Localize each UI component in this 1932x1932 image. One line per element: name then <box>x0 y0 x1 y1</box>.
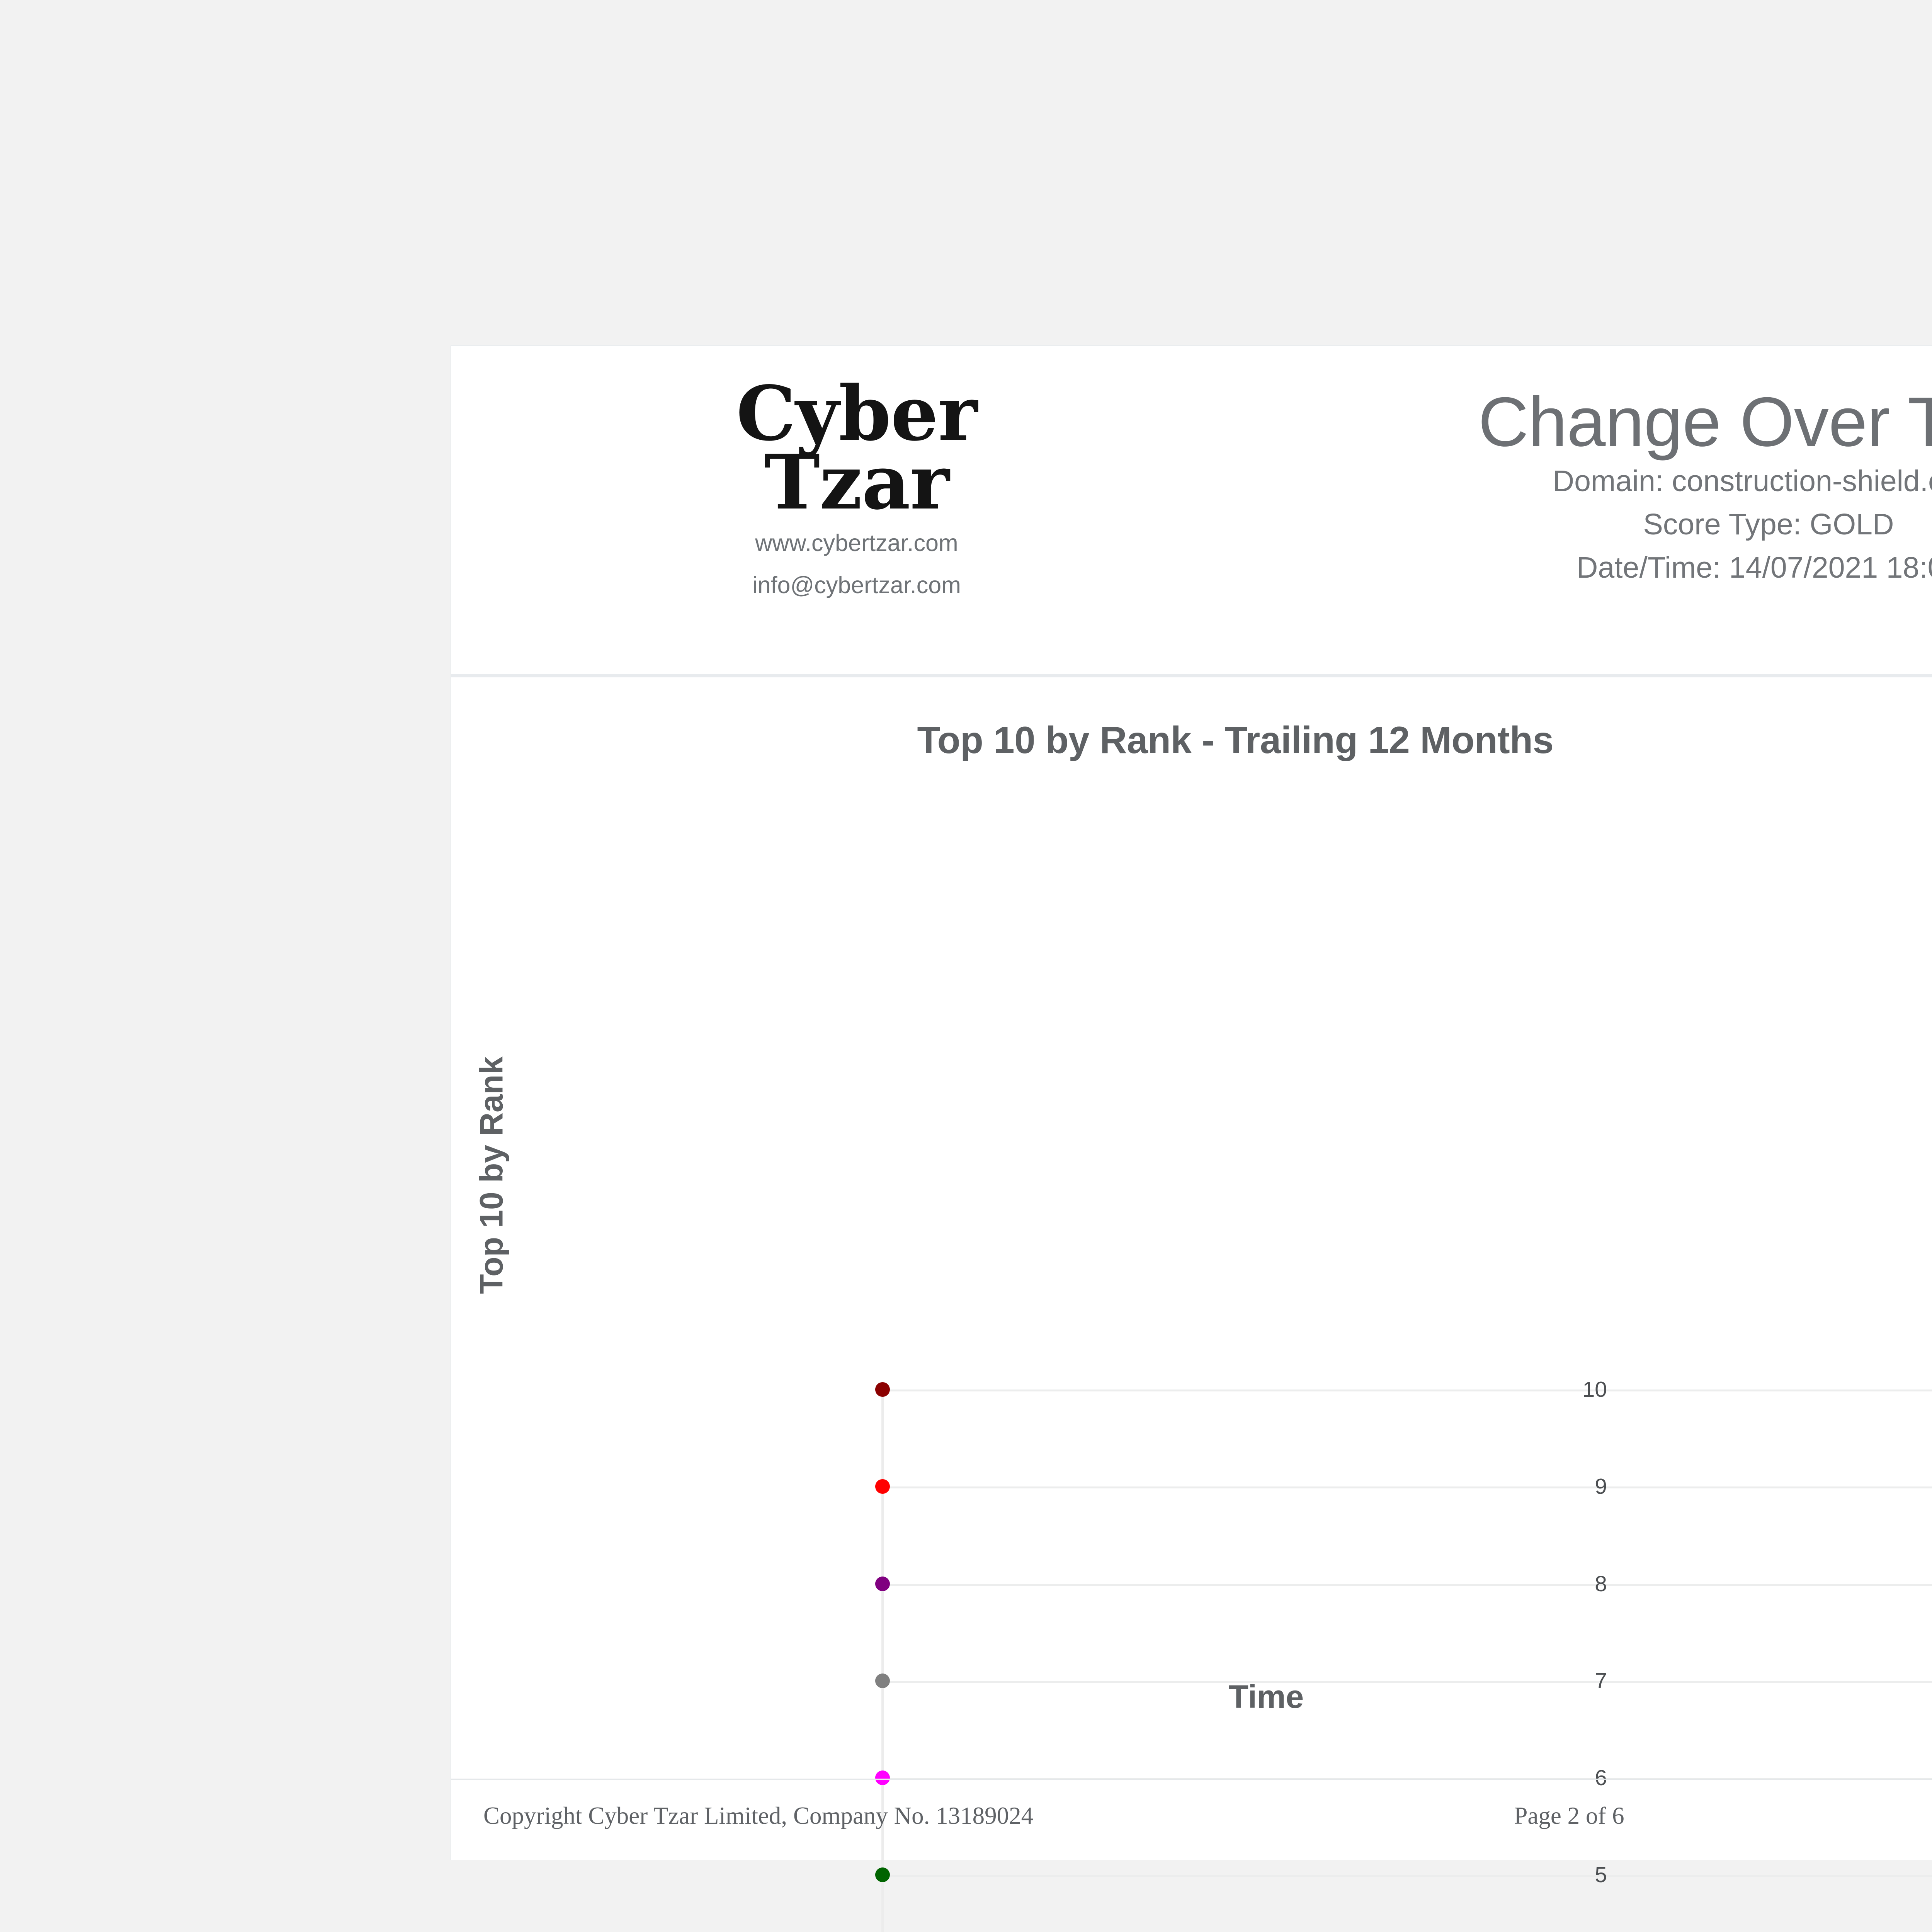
data-point-marker[interactable] <box>875 1479 890 1494</box>
gridline <box>883 1389 1932 1391</box>
chart-title: Top 10 by Rank - Trailing 12 Months <box>917 719 1554 761</box>
gridline <box>883 1486 1932 1489</box>
y-axis-tick-label: 8 <box>1595 1571 1607 1596</box>
y-axis-tick-label: 7 <box>1595 1668 1607 1693</box>
subtitle-datetime: Date/Time: 14/07/2021 18:07 <box>1576 551 1932 584</box>
logo-website: www.cybertzar.com <box>755 529 958 556</box>
logo-email: info@cybertzar.com <box>752 571 961 598</box>
data-point-marker[interactable] <box>875 1576 890 1591</box>
report-footer: Copyright Cyber Tzar Limited, Company No… <box>451 1779 1932 1860</box>
company-logo: Cyber Tzar www.cybertzar.com info@cybert… <box>644 376 1069 601</box>
logo-wordmark: Cyber Tzar <box>644 376 1069 527</box>
page-backdrop: Doc. Ref.: 001704-3209-06 Cyber Tzar www… <box>203 147 1932 1932</box>
subtitle-domain: Domain: construction-shield.com <box>1553 464 1932 498</box>
data-point-marker[interactable] <box>875 1770 890 1785</box>
footer-copyright: Copyright Cyber Tzar Limited, Company No… <box>483 1802 1034 1829</box>
report-body: Top 10 by Rank - Trailing 12 Months Top … <box>451 677 1932 1932</box>
report-page: Doc. Ref.: 001704-3209-06 Cyber Tzar www… <box>451 345 1932 1932</box>
footer-page-number: Page 2 of 6 <box>1514 1802 1624 1829</box>
data-point-marker[interactable] <box>875 1867 890 1883</box>
gridline <box>883 1583 1932 1586</box>
y-axis-tick-label: 5 <box>1595 1862 1607 1888</box>
data-point-marker[interactable] <box>875 1382 890 1397</box>
plot-area: 1098765432 <box>875 1377 1932 1932</box>
series-connector-line <box>881 1389 884 1932</box>
page-title: Change Over Time <box>1478 383 1932 461</box>
title-block: Change Over Time Domain: construction-sh… <box>1108 384 1932 589</box>
logo-line-1: Cyber <box>736 369 977 457</box>
logo-line-2: Tzar <box>764 438 949 527</box>
chart-container: Top 10 by Rank - Trailing 12 Months Top … <box>451 677 1932 1932</box>
gridline <box>883 1680 1932 1683</box>
y-axis-tick-label: 10 <box>1582 1377 1607 1402</box>
y-axis-tick-label: 9 <box>1595 1474 1607 1499</box>
subtitle-score-type: Score Type: GOLD <box>1643 508 1894 541</box>
y-axis-tick-label: 6 <box>1595 1765 1607 1790</box>
y-axis-title: Top 10 by Rank <box>473 1056 510 1294</box>
x-axis-title: Time <box>1228 1679 1304 1715</box>
gridline <box>883 1875 1932 1877</box>
report-header: Doc. Ref.: 001704-3209-06 Cyber Tzar www… <box>451 346 1932 677</box>
data-point-marker[interactable] <box>875 1673 890 1688</box>
